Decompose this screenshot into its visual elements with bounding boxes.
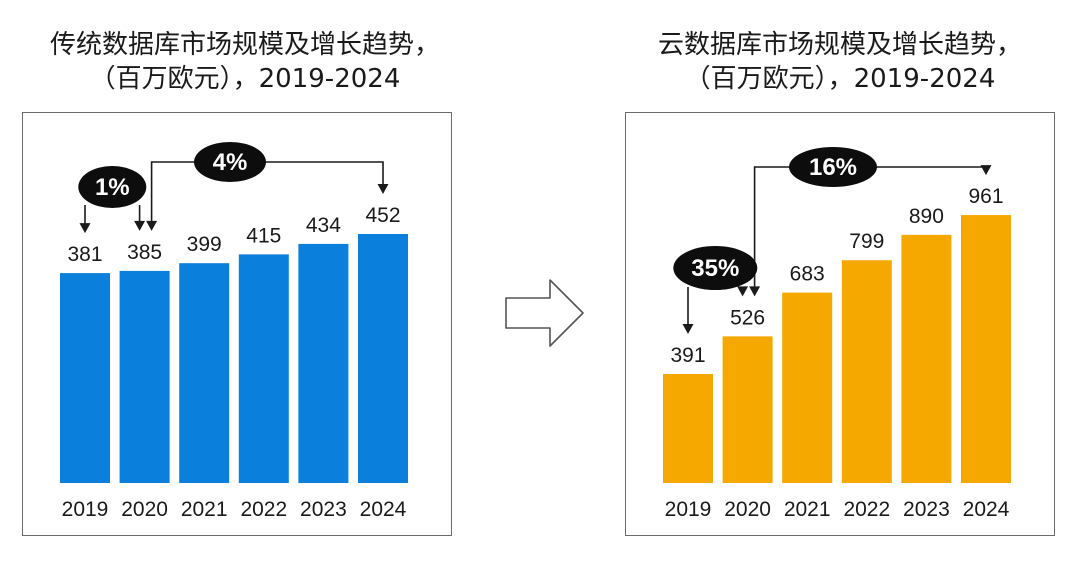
right-long-growth-label: 16% [809, 154, 857, 181]
left-chart-title-line2: （百万欧元），2019-2024 [89, 64, 401, 94]
left-category-label-2024: 2024 [360, 498, 407, 521]
right-bar-2024 [961, 215, 1011, 484]
right-value-label-2019: 391 [670, 344, 705, 367]
left-chart-title: 传统数据库市场规模及增长趋势， （百万欧元），2019-2024 [20, 28, 470, 96]
left-long-growth-badge [194, 142, 266, 182]
right-arrow-icon [505, 279, 584, 347]
right-short-growth-arrow-end [737, 286, 749, 297]
left-short-growth-badge [78, 166, 147, 208]
left-value-label-2019: 381 [67, 243, 102, 266]
left-category-label-2021: 2021 [181, 498, 228, 521]
right-value-label-2020: 526 [730, 306, 765, 329]
left-short-growth-arrow-start [79, 223, 91, 234]
left-bar-2023 [298, 243, 349, 483]
right-category-label-2022: 2022 [843, 498, 890, 521]
left-value-label-2022: 415 [246, 224, 281, 247]
left-category-label-2022: 2022 [240, 498, 287, 521]
left-value-label-2023: 434 [306, 214, 341, 237]
left-bar-2022 [238, 254, 289, 483]
right-long-growth-arrow-end [980, 165, 992, 176]
left-chart-title-line1: 传统数据库市场规模及增长趋势， [49, 30, 440, 60]
left-long-growth-arrow-start [146, 220, 158, 231]
left-long-growth-label: 4% [213, 149, 248, 176]
right-value-label-2022: 799 [849, 230, 884, 253]
right-chart-title-line1: 云数据库市场规模及增长趋势， [657, 30, 1022, 60]
right-long-growth-badge [789, 147, 877, 187]
left-bar-2021 [179, 263, 230, 483]
right-bar-chart: 391 2019 526 2020 683 2021 799 2022 890 2023 961 20… [663, 147, 1011, 521]
left-category-label-2023: 2023 [300, 498, 347, 521]
right-chart-title: 云数据库市场规模及增长趋势， （百万欧元），2019-2024 [610, 28, 1070, 96]
left-long-growth-bracket [150, 161, 384, 223]
left-short-growth-arrow-end [134, 220, 146, 231]
right-category-label-2021: 2021 [784, 498, 831, 521]
right-value-label-2021: 683 [790, 263, 825, 286]
right-bar-2023 [901, 234, 952, 483]
left-bar-2019 [60, 273, 110, 483]
right-chart-panel: 391 2019 526 2020 683 2021 799 2022 890 2023 961 20… [625, 112, 1055, 536]
right-chart-title-line2: （百万欧元），2019-2024 [684, 64, 996, 94]
right-bar-2021 [782, 292, 833, 483]
left-bar-2024 [358, 233, 408, 483]
right-short-growth-badge [673, 246, 758, 290]
right-value-label-2024: 961 [968, 185, 1003, 208]
right-long-growth-arrow-start [749, 286, 761, 297]
left-short-growth-label: 1% [95, 174, 130, 201]
right-category-label-2024: 2024 [963, 498, 1010, 521]
left-value-label-2020: 385 [127, 241, 162, 264]
left-value-label-2021: 399 [187, 233, 222, 256]
right-bar-2022 [841, 260, 892, 483]
right-bar-2020 [722, 336, 773, 483]
left-chart-panel: 381 2019 385 2020 399 2021 415 2022 434 2023 452 20… [22, 112, 452, 536]
right-bar-2019 [663, 373, 713, 483]
left-category-label-2019: 2019 [62, 498, 109, 521]
right-short-growth-arrow-start [682, 323, 694, 334]
right-category-label-2020: 2020 [724, 498, 771, 521]
left-bar-2020 [119, 270, 170, 483]
right-category-label-2023: 2023 [903, 498, 950, 521]
left-value-label-2024: 452 [365, 204, 400, 227]
right-value-label-2023: 890 [909, 205, 944, 228]
right-short-growth-label: 35% [691, 255, 739, 282]
left-long-growth-arrow-end [377, 183, 389, 194]
right-category-label-2019: 2019 [665, 498, 712, 521]
left-category-label-2020: 2020 [121, 498, 168, 521]
left-bar-chart: 381 2019 385 2020 399 2021 415 2022 434 2023 452 20… [60, 142, 408, 521]
